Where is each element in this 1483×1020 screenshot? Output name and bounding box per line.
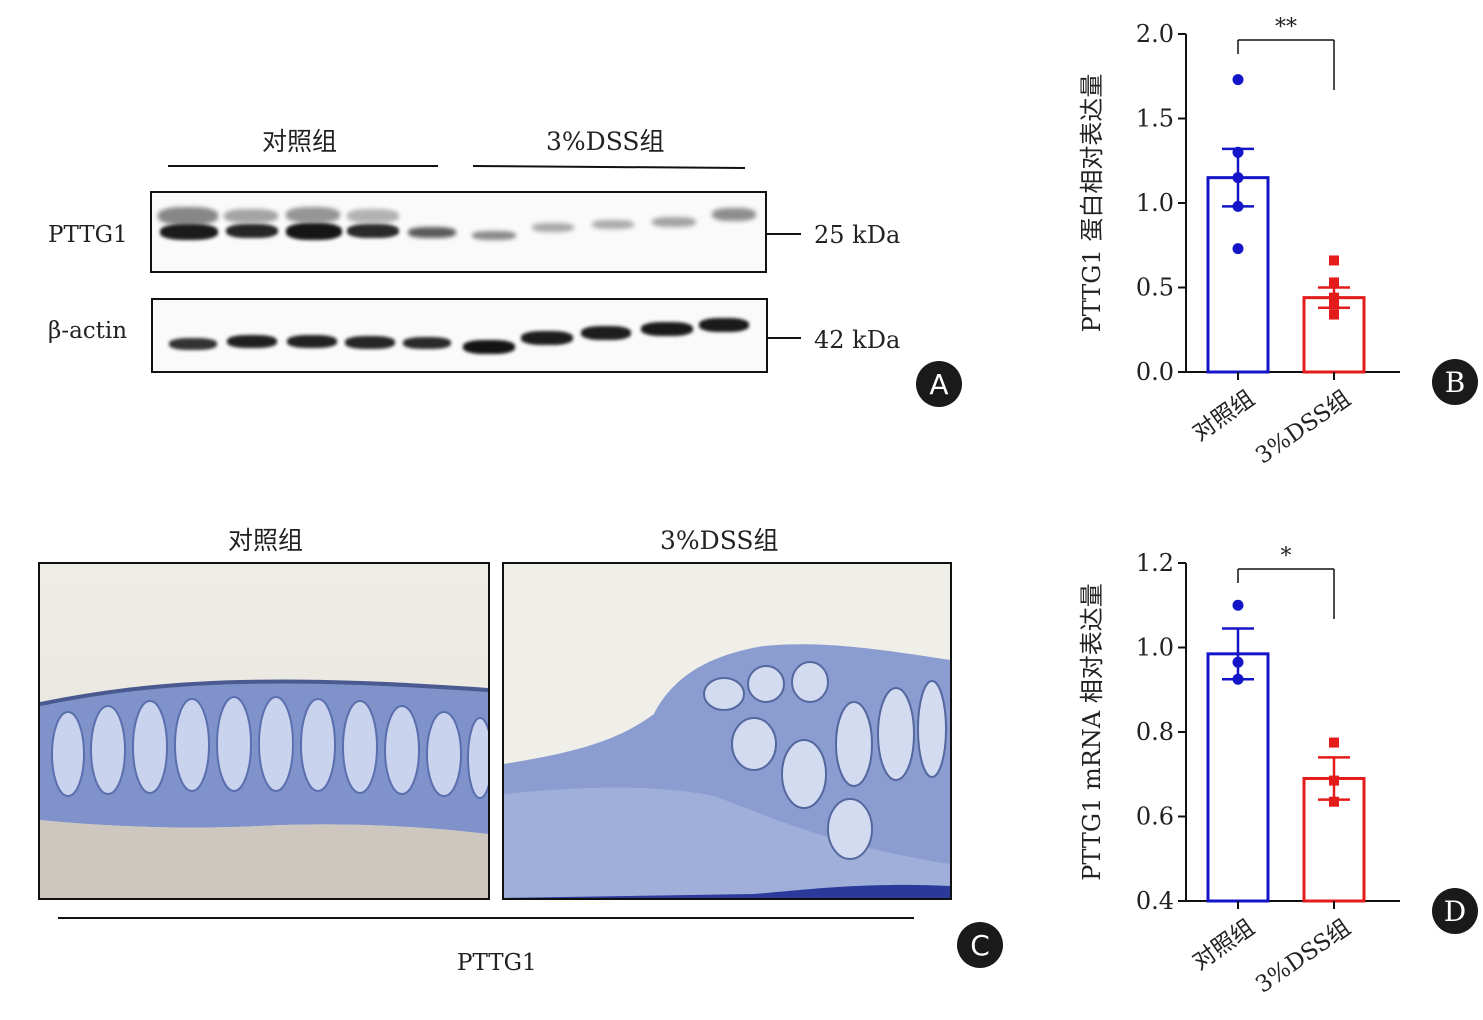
significance-label: ** bbox=[1275, 15, 1297, 40]
wb-band bbox=[227, 335, 277, 348]
y-tick-label: 0.8 bbox=[1136, 718, 1174, 746]
wb-band bbox=[403, 337, 451, 349]
wb-band bbox=[286, 207, 340, 223]
chart-d: 0.4 0.6 0.8 1.0 1.2 PTTG1 mRNA 相对表达量对照组3%DSS组… bbox=[1078, 544, 1478, 999]
significance-label: * bbox=[1281, 544, 1292, 569]
y-tick-label: 0.4 bbox=[1136, 887, 1174, 915]
wb-band bbox=[463, 340, 515, 354]
data-point bbox=[1329, 255, 1339, 266]
data-point bbox=[1232, 146, 1244, 158]
data-point bbox=[1232, 172, 1244, 184]
wb-band bbox=[158, 207, 218, 225]
data-point bbox=[1232, 74, 1244, 86]
panel-badge bbox=[1432, 888, 1478, 934]
wb-band bbox=[472, 231, 516, 240]
ihc-tissue-dss bbox=[504, 564, 950, 898]
ihc-footer-line bbox=[58, 917, 914, 919]
data-point bbox=[1232, 243, 1244, 255]
wb-group-line-control bbox=[168, 165, 438, 167]
ihc-image-control bbox=[38, 562, 490, 900]
wb-band bbox=[581, 326, 631, 340]
wb-band bbox=[592, 220, 634, 229]
data-point bbox=[1329, 309, 1339, 320]
y-axis-label: PTTG1 蛋白相对表达量 bbox=[1078, 74, 1106, 333]
data-point bbox=[1232, 599, 1244, 611]
wb-group-label-control: 对照组 bbox=[262, 127, 338, 156]
data-point bbox=[1329, 292, 1339, 303]
ihc-label-control: 对照组 bbox=[228, 526, 304, 555]
ihc-label-dss: 3%DSS组 bbox=[660, 526, 779, 555]
x-tick-label: 3%DSS组 bbox=[1251, 386, 1355, 470]
wb-band bbox=[532, 223, 574, 232]
wb-band bbox=[652, 217, 696, 227]
wb-kda-pttg1: 25 kDa bbox=[814, 221, 901, 249]
wb-band bbox=[712, 208, 756, 221]
data-point bbox=[1232, 200, 1244, 212]
y-tick-label: 0.6 bbox=[1136, 803, 1174, 831]
wb-band bbox=[169, 338, 217, 350]
y-axis-label: PTTG1 mRNA 相对表达量 bbox=[1078, 583, 1106, 880]
data-point bbox=[1232, 673, 1244, 685]
y-tick-label: 2.0 bbox=[1136, 20, 1174, 48]
wb-band bbox=[160, 224, 218, 240]
data-point bbox=[1329, 737, 1339, 748]
wb-band bbox=[347, 209, 399, 223]
wb-band bbox=[347, 224, 399, 238]
data-point bbox=[1329, 299, 1339, 310]
ihc-footer-label: PTTG1 bbox=[457, 950, 537, 976]
wb-band bbox=[286, 223, 342, 240]
wb-band bbox=[345, 336, 395, 349]
panel-badge-label: B bbox=[1445, 366, 1466, 399]
wb-group-line-dss bbox=[472, 165, 746, 169]
data-point bbox=[1329, 796, 1339, 807]
y-tick-label: 1.0 bbox=[1136, 634, 1174, 662]
y-tick-label: 1.0 bbox=[1136, 189, 1174, 217]
wb-marker-tick-pttg1 bbox=[767, 233, 801, 235]
panel-badge-c: C bbox=[957, 922, 1003, 968]
wb-row-label-pttg1: PTTG1 bbox=[48, 222, 128, 248]
y-tick-label: 1.5 bbox=[1136, 105, 1174, 133]
wb-group-label-dss: 3%DSS组 bbox=[546, 127, 665, 156]
y-tick-label: 1.2 bbox=[1136, 549, 1174, 577]
panel-badge-label: D bbox=[1444, 895, 1466, 928]
bar bbox=[1206, 652, 1270, 903]
panel-badge bbox=[1432, 359, 1478, 405]
wb-marker-tick-actin bbox=[768, 337, 801, 339]
y-tick-label: 0.0 bbox=[1136, 358, 1174, 386]
wb-band bbox=[699, 318, 749, 332]
panel-badge-a: A bbox=[916, 361, 962, 407]
wb-band bbox=[226, 224, 278, 238]
wb-kda-actin: 42 kDa bbox=[814, 326, 901, 354]
wb-band bbox=[287, 335, 337, 348]
x-tick-label: 3%DSS组 bbox=[1251, 915, 1355, 999]
x-tick-label: 对照组 bbox=[1188, 386, 1259, 447]
wb-blot-actin bbox=[151, 298, 768, 373]
ihc-tissue-control bbox=[40, 564, 488, 898]
wb-blot-pttg1 bbox=[150, 191, 767, 273]
wb-band bbox=[521, 331, 573, 345]
data-point bbox=[1329, 277, 1339, 288]
wb-band bbox=[224, 209, 278, 223]
y-tick-label: 0.5 bbox=[1136, 274, 1174, 302]
x-tick-label: 对照组 bbox=[1188, 915, 1259, 976]
data-point bbox=[1232, 656, 1244, 668]
wb-band bbox=[641, 322, 693, 336]
data-point bbox=[1329, 775, 1339, 786]
wb-band bbox=[408, 227, 456, 238]
ihc-image-dss bbox=[502, 562, 952, 900]
wb-row-label-actin: β-actin bbox=[48, 318, 128, 344]
